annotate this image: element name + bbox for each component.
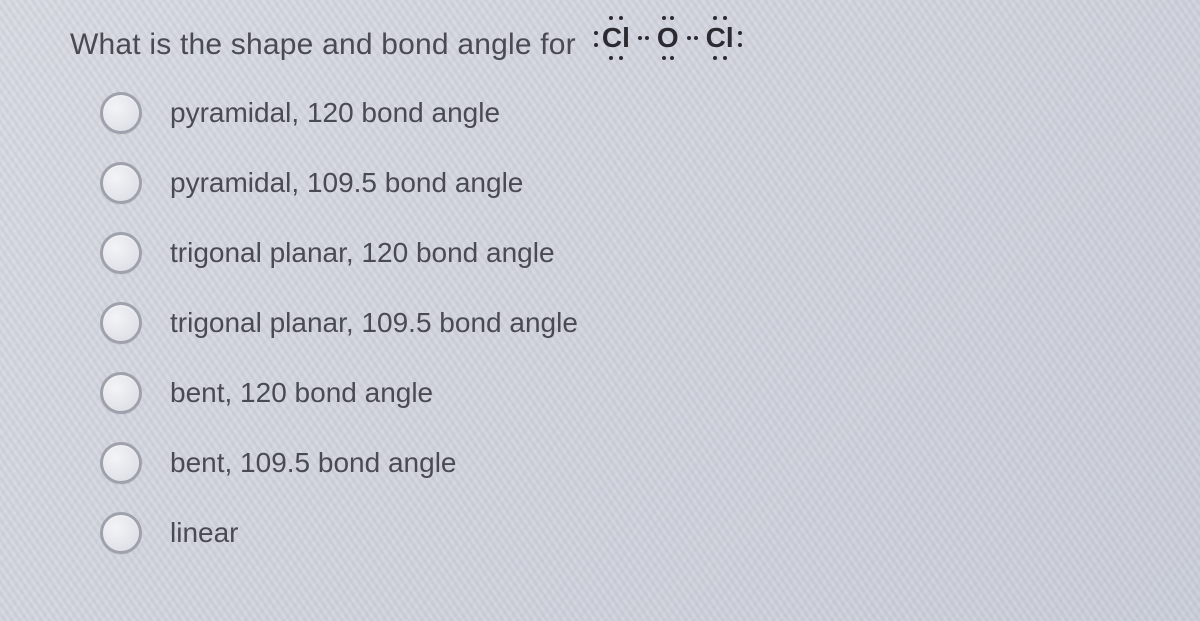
lone-pair-dot [594, 31, 598, 35]
atom-o-center: O [653, 18, 683, 58]
option-label: pyramidal, 109.5 bond angle [170, 167, 523, 199]
option-label: bent, 109.5 bond angle [170, 447, 456, 479]
bond-pair [638, 36, 649, 40]
lone-pair-dot [670, 16, 674, 20]
atom-cl-right: Cl [702, 18, 738, 58]
option-label: linear [170, 517, 238, 549]
bond-dot [638, 36, 642, 40]
option-row[interactable]: pyramidal, 109.5 bond angle [100, 162, 1130, 204]
bond-pair [687, 36, 698, 40]
question-prompt: What is the shape and bond angle for [70, 28, 576, 62]
option-label: pyramidal, 120 bond angle [170, 97, 500, 129]
option-label: trigonal planar, 109.5 bond angle [170, 307, 578, 339]
bond-dot [694, 36, 698, 40]
lone-pair-dot [738, 31, 742, 35]
radio-button[interactable] [100, 92, 142, 134]
radio-button[interactable] [100, 512, 142, 554]
radio-button[interactable] [100, 372, 142, 414]
option-label: bent, 120 bond angle [170, 377, 433, 409]
lone-pair-dot [723, 56, 727, 60]
atom-symbol: Cl [706, 22, 734, 53]
lone-pair-dot [723, 16, 727, 20]
option-row[interactable]: linear [100, 512, 1130, 554]
option-row[interactable]: trigonal planar, 109.5 bond angle [100, 302, 1130, 344]
radio-button[interactable] [100, 232, 142, 274]
option-row[interactable]: trigonal planar, 120 bond angle [100, 232, 1130, 274]
lewis-structure: Cl O [598, 18, 738, 58]
question-row: What is the shape and bond angle for Cl … [70, 28, 1130, 62]
lone-pair-dot [713, 16, 717, 20]
option-row[interactable]: bent, 109.5 bond angle [100, 442, 1130, 484]
options-list: pyramidal, 120 bond angle pyramidal, 109… [100, 92, 1130, 554]
lone-pair-dot [713, 56, 717, 60]
radio-button[interactable] [100, 442, 142, 484]
option-label: trigonal planar, 120 bond angle [170, 237, 555, 269]
lone-pair-dot [609, 16, 613, 20]
bond-dot [645, 36, 649, 40]
lone-pair-dot [619, 56, 623, 60]
radio-button[interactable] [100, 302, 142, 344]
option-row[interactable]: bent, 120 bond angle [100, 372, 1130, 414]
lone-pair-dot [609, 56, 613, 60]
lone-pair-dot [670, 56, 674, 60]
question-card: What is the shape and bond angle for Cl … [0, 0, 1200, 621]
option-row[interactable]: pyramidal, 120 bond angle [100, 92, 1130, 134]
atom-cl-left: Cl [598, 18, 634, 58]
bond-dot [687, 36, 691, 40]
lone-pair-dot [662, 16, 666, 20]
lone-pair-dot [594, 43, 598, 47]
atom-symbol: Cl [602, 22, 630, 53]
atom-symbol: O [657, 22, 679, 53]
lone-pair-dot [738, 43, 742, 47]
lone-pair-dot [619, 16, 623, 20]
radio-button[interactable] [100, 162, 142, 204]
lone-pair-dot [662, 56, 666, 60]
